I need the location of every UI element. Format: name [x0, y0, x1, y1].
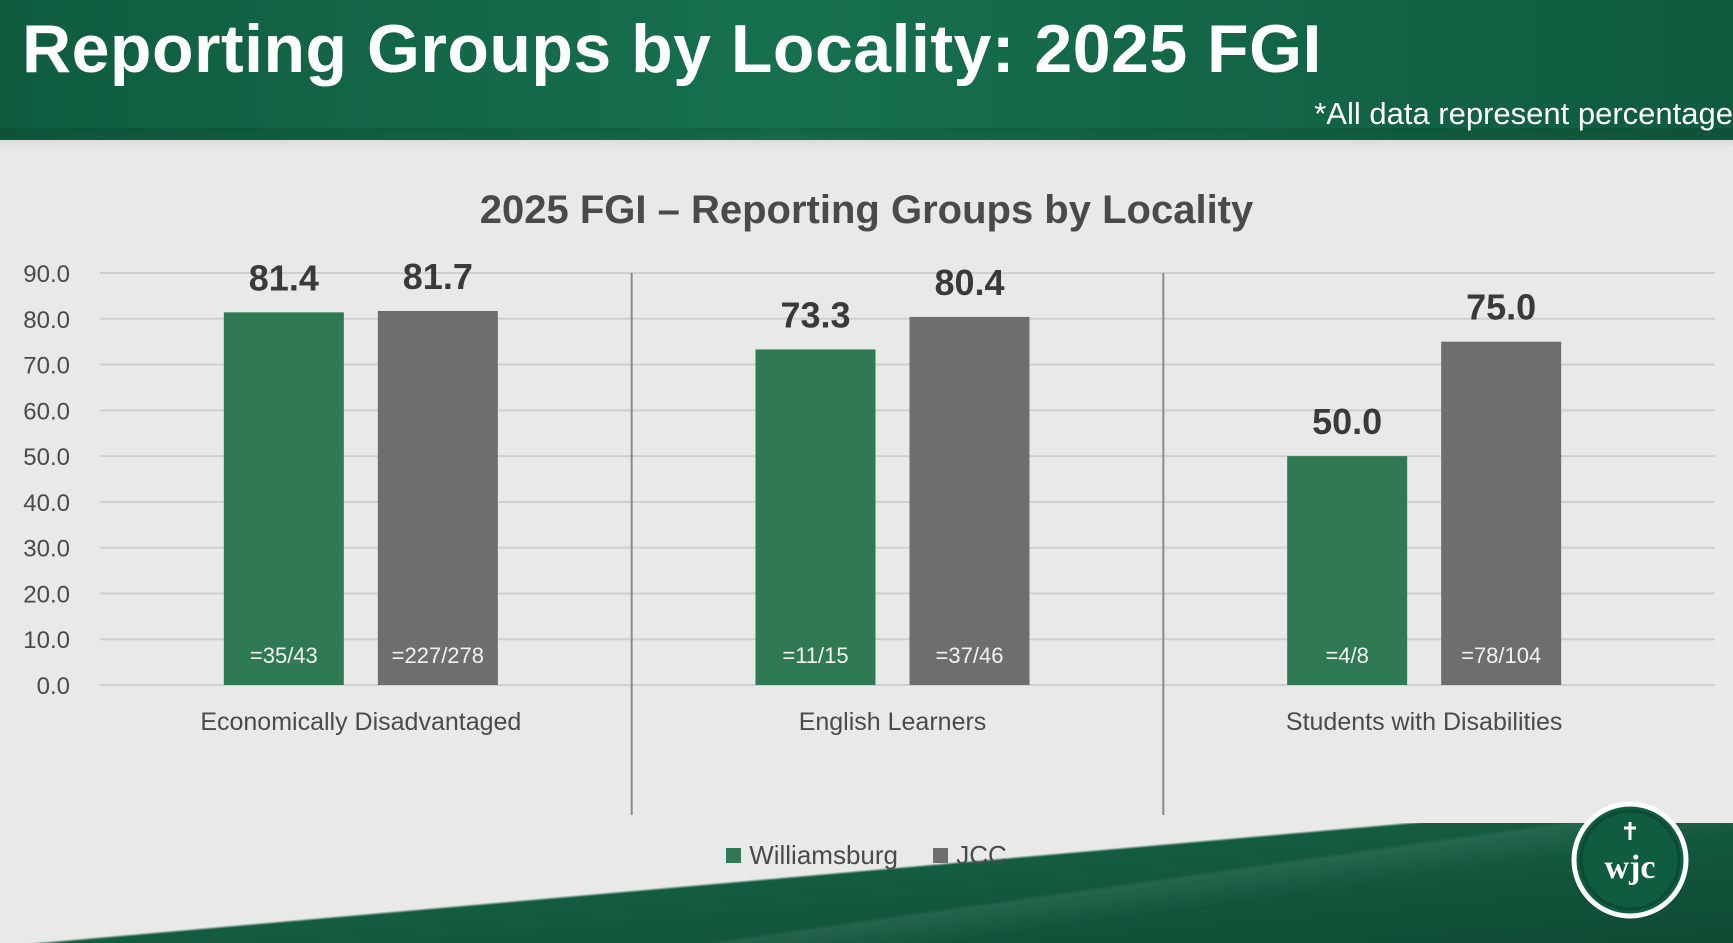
legend-swatch-jcc — [933, 848, 949, 863]
bar — [1441, 341, 1562, 685]
y-tick-label: 90.0 — [23, 261, 70, 288]
bar — [1287, 456, 1408, 685]
footer-band — [0, 823, 1733, 943]
data-label: 50.0 — [1312, 401, 1382, 442]
wjc-logo-icon: wjc — [1571, 801, 1689, 919]
count-label: =78/104 — [1461, 643, 1541, 668]
logo-text: wjc — [1605, 849, 1656, 886]
category-label: Economically Disadvantaged — [200, 708, 521, 736]
y-tick-label: 20.0 — [23, 581, 70, 608]
y-tick-label: 40.0 — [23, 490, 70, 517]
y-tick-label: 30.0 — [23, 536, 70, 563]
y-tick-label: 60.0 — [23, 398, 70, 425]
data-label: 80.4 — [934, 262, 1004, 303]
legend-label-williamsburg: Williamsburg — [749, 840, 898, 870]
data-label: 73.3 — [780, 294, 850, 335]
y-tick-label: 50.0 — [23, 444, 70, 471]
y-tick-label: 70.0 — [23, 353, 70, 380]
footer-band-highlight — [0, 823, 1733, 943]
y-tick-label: 10.0 — [23, 627, 70, 654]
legend-swatch-williamsburg — [726, 848, 742, 863]
legend-item-jcc: JCC — [933, 840, 1007, 871]
data-label: 81.4 — [249, 257, 319, 298]
bar — [223, 312, 344, 685]
data-label: 75.0 — [1466, 287, 1536, 328]
footnote: *All data represent percentage — [1314, 96, 1733, 131]
count-label: =37/46 — [936, 643, 1004, 668]
legend-label-jcc: JCC — [956, 840, 1007, 870]
chart-title: 2025 FGI – Reporting Groups by Locality — [479, 188, 1254, 232]
category-label: Students with Disabilities — [1286, 708, 1563, 736]
slide-title: Reporting Groups by Locality: 2025 FGI — [22, 11, 1322, 87]
count-label: =11/15 — [782, 643, 848, 668]
chart-area: 2025 FGI – Reporting Groups by Locality … — [0, 140, 1733, 870]
data-label: 81.7 — [403, 256, 473, 297]
y-tick-label: 80.0 — [23, 307, 70, 334]
legend: Williamsburg JCC — [0, 840, 1733, 871]
bar-chart: 0.0 10.0 20.0 30.0 40.0 50.0 60.0 70.0 80.0 90.0 8… — [23, 256, 1715, 815]
legend-item-williamsburg: Williamsburg — [726, 840, 898, 871]
category-label: English Learners — [799, 708, 987, 736]
count-label: =227/278 — [392, 643, 484, 668]
header-band — [0, 0, 1733, 150]
count-label: =35/43 — [250, 643, 318, 668]
count-label: =4/8 — [1325, 643, 1368, 668]
bar — [377, 310, 498, 685]
bar — [909, 316, 1030, 685]
y-tick-label: 0.0 — [37, 673, 70, 700]
bar — [755, 349, 876, 685]
